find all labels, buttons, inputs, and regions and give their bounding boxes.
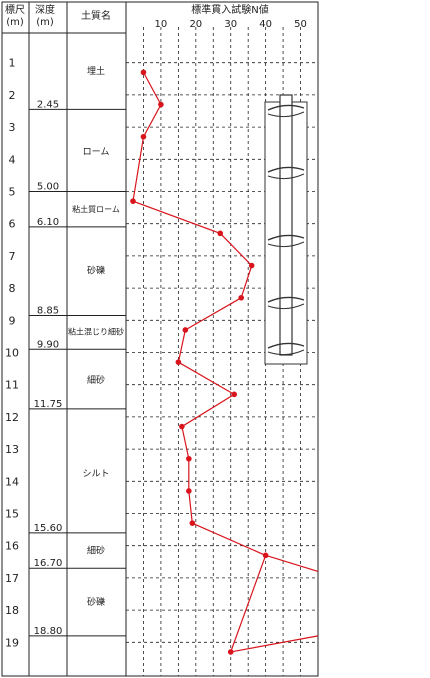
depth-label: 5.00 <box>37 182 59 193</box>
soil-layers: 2.45 埋土 5.00 ローム 6.10 粘土質ローム 8.85 砂礫 9.90 粘土混じり細砂… <box>34 65 124 637</box>
x-tick-label: 50 <box>294 19 307 30</box>
scale-tick-label: 3 <box>9 121 16 134</box>
scale-tick-label: 14 <box>5 475 19 488</box>
x-tick-labels: 10 20 30 40 50 <box>155 19 307 30</box>
spt-line <box>132 72 267 653</box>
screw-pile-icon <box>264 94 308 365</box>
scale-tick-label: 6 <box>9 218 16 231</box>
pile-screw-flight <box>267 104 305 111</box>
spt-series <box>130 69 319 655</box>
scale-tick-label: 9 <box>9 314 16 327</box>
pile-screw-flight <box>267 349 305 356</box>
spt-point <box>175 359 182 365</box>
depth-label: 2.45 <box>37 99 59 110</box>
scale-tick-label: 5 <box>9 186 16 199</box>
scale-tick-label: 16 <box>5 540 19 553</box>
spt-point <box>248 262 255 269</box>
pile-screw-flight <box>267 303 305 310</box>
soil-name: ローム <box>83 146 110 157</box>
spt-point <box>158 101 164 108</box>
depth-label: 6.10 <box>37 217 59 228</box>
spt-point <box>238 294 244 301</box>
scale-tick-label: 1 <box>9 57 16 70</box>
pile-screw-flight <box>267 234 305 241</box>
spt-point <box>179 423 185 430</box>
spt-point <box>231 391 238 398</box>
depth-label: 9.90 <box>37 339 59 350</box>
spt-point <box>227 649 234 655</box>
scale-tick-label: 18 <box>5 604 19 617</box>
scale-tick-label: 10 <box>5 347 19 360</box>
depth-label: 16.70 <box>34 558 63 569</box>
x-tick-label: 10 <box>155 19 168 30</box>
table-frame <box>1 1 319 677</box>
spt-point <box>186 488 192 494</box>
pile-screw-flight <box>267 342 305 349</box>
chart-title: 標準貫入試験N値 <box>191 3 268 16</box>
scale-tick-label: 12 <box>5 411 19 424</box>
depth-label: 8.85 <box>37 305 59 316</box>
pile-screw-flight <box>267 166 305 173</box>
spt-point <box>140 69 147 76</box>
soil-name: 砂礫 <box>87 596 105 608</box>
scale-tick-label: 8 <box>9 282 16 295</box>
spt-line-extension <box>265 554 319 573</box>
scale-tick-label: 17 <box>5 572 19 585</box>
soil-name: 粘土質ローム <box>72 204 120 214</box>
depth-label: 15.60 <box>34 523 63 534</box>
header-depth: 深度 <box>35 3 55 16</box>
scale-tick-label: 15 <box>5 508 19 521</box>
soil-name: 細砂 <box>87 374 105 386</box>
x-tick-label: 20 <box>189 19 202 30</box>
pile-screw-flight <box>267 296 305 303</box>
header-depth-unit: (m) <box>36 17 54 28</box>
scale-tick-label: 7 <box>9 250 16 263</box>
scale-tick-label: 19 <box>5 636 19 649</box>
scale-tick-label: 4 <box>9 153 16 166</box>
spt-point <box>186 455 192 462</box>
spt-point <box>130 198 136 204</box>
soil-name: 細砂 <box>87 545 105 557</box>
header-soil: 土質名 <box>81 9 111 22</box>
outer-border <box>1 1 319 677</box>
pile-screw-flight <box>267 241 305 248</box>
x-tick-label: 30 <box>224 19 237 30</box>
depth-label: 11.75 <box>34 399 63 410</box>
soil-name: シルト <box>82 469 109 479</box>
depth-label: 18.80 <box>34 626 63 637</box>
scale-tick-label: 13 <box>5 443 19 456</box>
spt-line-extension <box>230 635 319 653</box>
pile-screw-flight <box>267 111 305 118</box>
spt-point <box>182 327 189 333</box>
pile-shaft <box>279 94 293 356</box>
spt-point <box>140 133 147 140</box>
scale-tick-label: 11 <box>5 379 19 392</box>
soil-name: 埋土 <box>87 65 105 77</box>
pile-screw-flight <box>267 173 305 180</box>
soil-name: 粘土混じり細砂 <box>68 327 124 337</box>
scale-tick-label: 2 <box>9 89 16 102</box>
header-scale-unit: (m) <box>6 17 24 28</box>
soil-name: 砂礫 <box>87 264 105 276</box>
x-tick-label: 40 <box>259 19 272 30</box>
header-scale: 標尺 <box>5 3 25 16</box>
spt-point <box>262 552 269 559</box>
spt-point <box>217 230 224 237</box>
spt-point <box>189 520 196 526</box>
